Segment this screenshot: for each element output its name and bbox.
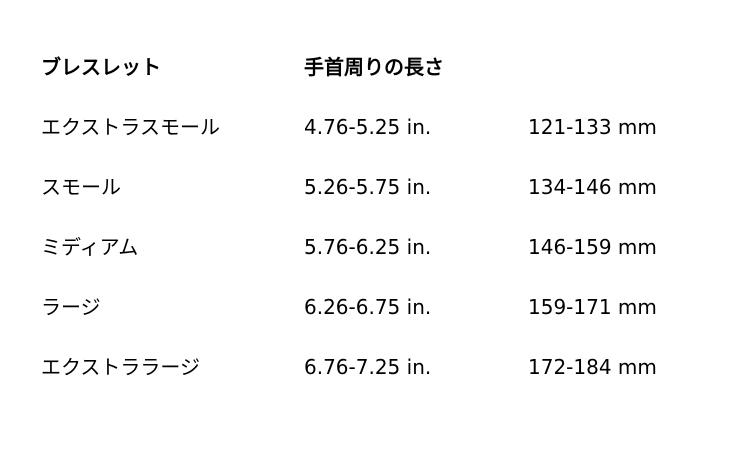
inches-cell: 6.76-7.25 in. [304,355,432,379]
mm-cell: 146-159 mm [528,235,657,259]
table-row: エクストラスモール 4.76-5.25 in. 121-133 mm [0,112,749,142]
mm-cell: 159-171 mm [528,295,657,319]
table-row: ミディアム 5.76-6.25 in. 146-159 mm [0,232,749,262]
inches-cell: 6.26-6.75 in. [304,295,432,319]
size-cell: スモール [41,175,121,199]
header-bracelet: ブレスレット [41,55,161,79]
inches-cell: 5.26-5.75 in. [304,175,432,199]
inches-cell: 5.76-6.25 in. [304,235,432,259]
mm-cell: 172-184 mm [528,355,657,379]
size-cell: エクストララージ [41,355,200,379]
table-header: ブレスレット 手首周りの長さ [0,52,749,82]
mm-cell: 121-133 mm [528,115,657,139]
size-cell: エクストラスモール [41,115,220,139]
size-cell: ミディアム [41,235,139,259]
inches-cell: 4.76-5.25 in. [304,115,432,139]
size-cell: ラージ [41,295,101,319]
table-row: エクストララージ 6.76-7.25 in. 172-184 mm [0,352,749,382]
table-row: ラージ 6.26-6.75 in. 159-171 mm [0,292,749,322]
mm-cell: 134-146 mm [528,175,657,199]
header-wrist-length: 手首周りの長さ [304,55,444,79]
table-row: スモール 5.26-5.75 in. 134-146 mm [0,172,749,202]
